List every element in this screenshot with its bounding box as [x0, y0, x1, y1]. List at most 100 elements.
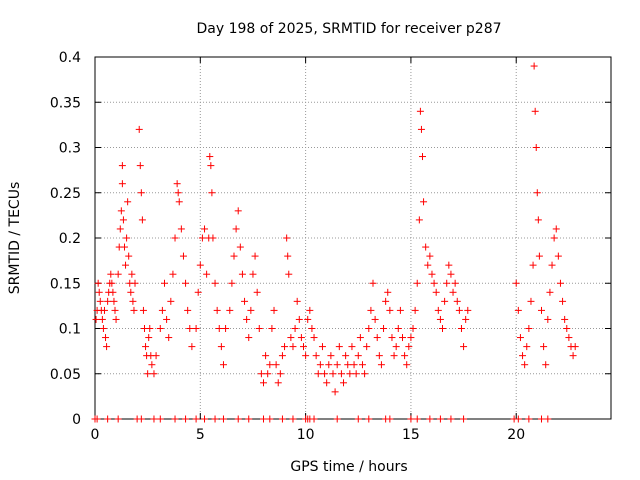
data-point [306, 306, 314, 314]
y-tick-label: 0.1 [59, 322, 81, 338]
data-point [460, 343, 468, 351]
data-point [365, 325, 373, 332]
data-point [295, 315, 303, 323]
data-point [367, 306, 375, 314]
data-point [163, 315, 171, 323]
data-point [243, 315, 251, 323]
data-point [413, 279, 421, 287]
data-point [316, 361, 324, 369]
data-point [382, 297, 390, 305]
data-point [167, 297, 175, 305]
data-point [451, 279, 459, 287]
data-point [272, 361, 280, 369]
data-point [516, 334, 524, 342]
data-point [535, 252, 543, 260]
zero-point [150, 415, 158, 423]
x-tick-label: 10 [297, 427, 315, 443]
zero-point [537, 415, 545, 423]
data-point [276, 370, 284, 378]
data-point [165, 334, 173, 342]
data-point [208, 189, 216, 197]
zero-point [310, 415, 318, 423]
data-point [213, 306, 221, 314]
y-tick-label: 0.4 [59, 50, 81, 66]
data-point [289, 343, 297, 351]
zero-point [278, 415, 286, 423]
data-point [325, 361, 333, 369]
zero-point [266, 415, 274, 423]
data-point [122, 261, 130, 269]
data-point [109, 288, 117, 296]
data-point [380, 325, 388, 332]
data-point [238, 270, 246, 278]
data-point [110, 297, 118, 305]
data-point [297, 334, 305, 342]
data-point [337, 370, 345, 378]
data-point [179, 252, 187, 260]
data-point [186, 325, 194, 332]
data-point [447, 270, 455, 278]
y-tick-label: 0.2 [59, 231, 81, 247]
data-point [563, 325, 571, 332]
data-point [245, 334, 253, 342]
data-point [512, 279, 520, 287]
data-point [445, 261, 453, 269]
y-tick-label: 0.35 [50, 95, 81, 111]
data-point [283, 234, 291, 242]
data-point [310, 334, 318, 342]
data-point [188, 343, 196, 351]
data-point [291, 325, 299, 332]
data-point [127, 288, 135, 296]
data-point [417, 125, 425, 133]
data-point [514, 306, 522, 314]
data-point [135, 125, 143, 133]
data-point [377, 361, 385, 369]
data-point [123, 234, 131, 242]
data-point [144, 370, 152, 378]
data-point [285, 270, 293, 278]
zero-point [460, 415, 468, 423]
data-point [329, 370, 337, 378]
data-point [241, 297, 249, 305]
zero-point [114, 415, 122, 423]
data-point [344, 361, 352, 369]
zero-point [514, 415, 522, 423]
zero-point [407, 415, 415, 423]
zero-point [447, 415, 455, 423]
data-point [300, 343, 308, 351]
data-points [92, 62, 579, 396]
data-point [457, 325, 465, 332]
data-point [398, 334, 406, 342]
data-point [432, 288, 440, 296]
data-point [174, 189, 182, 197]
data-point [455, 306, 463, 314]
zero-point [156, 415, 164, 423]
data-point [262, 352, 270, 360]
data-point [104, 297, 112, 305]
data-point [565, 334, 573, 342]
data-point [234, 207, 242, 215]
data-point [449, 288, 457, 296]
data-point [523, 343, 531, 351]
zero-point [386, 415, 394, 423]
x-tick-label: 0 [91, 427, 100, 443]
data-point [401, 352, 409, 360]
data-point [350, 361, 358, 369]
data-point [561, 315, 569, 323]
data-point [206, 153, 214, 161]
data-point [138, 216, 146, 224]
data-point [441, 297, 449, 305]
data-point [255, 325, 263, 332]
data-point [207, 162, 215, 170]
data-point [182, 279, 190, 287]
data-point [386, 306, 394, 314]
data-point [158, 306, 166, 314]
data-point [100, 306, 108, 314]
data-point [99, 325, 107, 332]
chart-title: Day 198 of 2025, SRMTID for receiver p28… [196, 21, 501, 37]
data-point [369, 279, 377, 287]
data-point [443, 279, 451, 287]
zero-point [354, 415, 362, 423]
data-point [175, 198, 183, 206]
